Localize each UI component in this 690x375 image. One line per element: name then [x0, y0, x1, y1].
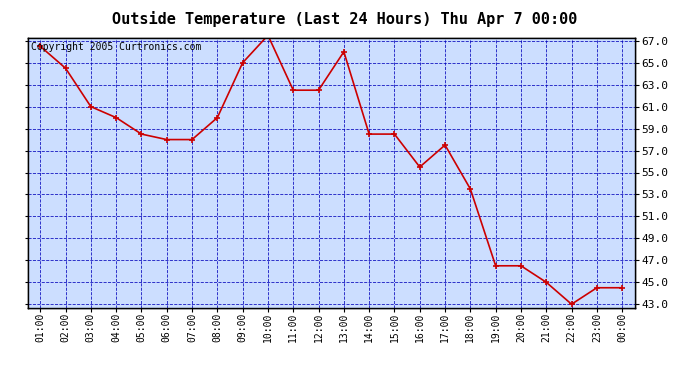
Text: Copyright 2005 Curtronics.com: Copyright 2005 Curtronics.com — [30, 42, 201, 51]
Text: Outside Temperature (Last 24 Hours) Thu Apr 7 00:00: Outside Temperature (Last 24 Hours) Thu … — [112, 11, 578, 27]
